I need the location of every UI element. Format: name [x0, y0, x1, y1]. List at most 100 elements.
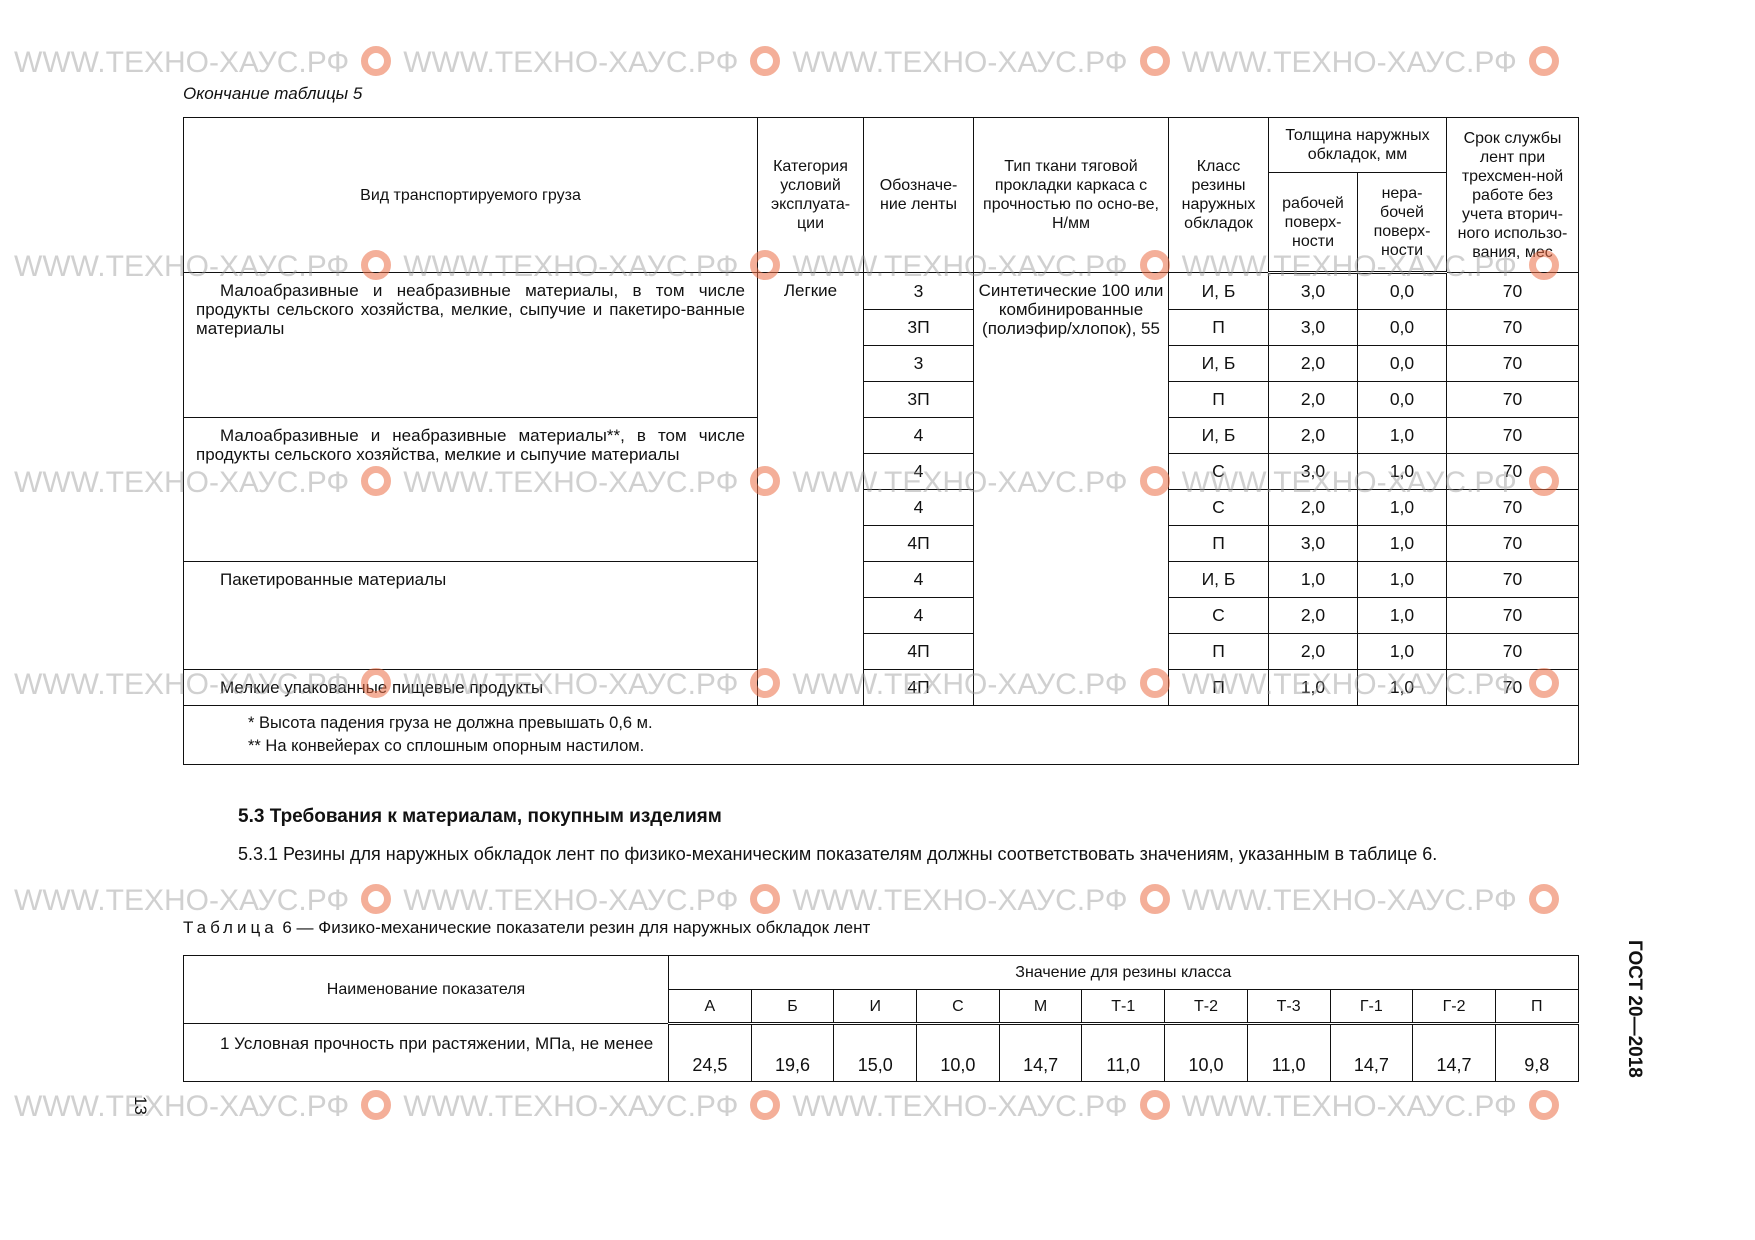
table-row: Малоабразивные и неабразивные материалы,… — [183, 272, 1579, 706]
table-row: 1 Условная прочность при растяжении, МПа… — [183, 1023, 1579, 1082]
life-cell: 70 — [1446, 381, 1579, 418]
footnotes: * Высота падения груза не должна превыша… — [183, 705, 1579, 765]
gear-logo-icon — [1139, 884, 1170, 914]
header-values: Значение для резины класса — [668, 955, 1579, 990]
working-thickness-cell: 2,0 — [1268, 489, 1358, 526]
working-thickness-cell: 1,0 — [1268, 561, 1358, 598]
designation-cell: 4 — [863, 561, 974, 598]
working-thickness-cell: 1,0 — [1268, 669, 1358, 706]
watermark-text: WWW.ТЕХНО-ХАУС.РФ — [1181, 1090, 1517, 1123]
table-row: Мелкие упакованные пищевые продукты 4П П 1,… — [183, 669, 1579, 706]
class-header: С — [916, 989, 1000, 1025]
category-cell: Легкие — [757, 272, 864, 706]
life-cell: 70 — [1446, 633, 1579, 670]
working-thickness-cell: 3,0 — [1268, 272, 1358, 310]
header-category: Категория условий эксплуата-ции — [757, 117, 864, 273]
gear-logo-icon — [1528, 884, 1559, 914]
working-thickness-cell: 2,0 — [1268, 381, 1358, 418]
rubber-class-cell: П — [1168, 633, 1269, 670]
table-continuation-caption: Окончание таблицы 5 — [183, 84, 363, 103]
rubber-class-cell: И, Б — [1168, 561, 1269, 598]
watermark-text: WWW.ТЕХНО-ХАУС.РФ — [403, 46, 739, 79]
nonworking-thickness-cell: 0,0 — [1357, 381, 1447, 418]
class-header: Т-3 — [1246, 989, 1331, 1025]
rubber-class-cell: И, Б — [1168, 345, 1269, 382]
indicator-name: 1 Условная прочность при растяжении, МПа… — [183, 1023, 669, 1082]
designation-cell: 3 — [863, 345, 974, 382]
gear-logo-icon — [750, 46, 781, 76]
class-header: А — [668, 989, 752, 1025]
designation-cell: 3 — [863, 272, 974, 310]
gear-logo-icon — [1528, 1090, 1559, 1120]
watermark-text: WWW.ТЕХНО-ХАУС.РФ — [403, 884, 739, 917]
nonworking-thickness-cell: 1,0 — [1357, 561, 1447, 598]
table-5: Вид транспортируемого груза Категория ус… — [183, 117, 1579, 765]
table-row: 4 С 3,0 1,0 70 — [184, 453, 1579, 490]
class-header: Б — [750, 989, 835, 1025]
watermark-text: WWW.ТЕХНО-ХАУС.РФ — [1181, 46, 1517, 79]
nonworking-thickness-cell: 0,0 — [1357, 345, 1447, 382]
table-6-caption: Таблица 6 — Физико-механические показате… — [183, 918, 870, 938]
class-header: М — [998, 989, 1083, 1025]
header-designation: Обозначе-ние ленты — [863, 117, 974, 273]
life-cell: 70 — [1446, 597, 1579, 634]
gear-logo-icon — [750, 884, 781, 914]
life-cell: 70 — [1446, 453, 1579, 490]
nonworking-thickness-cell: 1,0 — [1357, 633, 1447, 670]
value-cell: 19,6 — [750, 1023, 835, 1082]
table-row: 3П П 3,0 0,0 70 — [184, 309, 1579, 346]
class-header: Т-1 — [1081, 989, 1166, 1025]
nonworking-thickness-cell: 0,0 — [1357, 272, 1447, 310]
watermark-text: WWW.ТЕХНО-ХАУС.РФ — [792, 1090, 1128, 1123]
life-cell: 70 — [1446, 561, 1579, 598]
watermark-text: WWW.ТЕХНО-ХАУС.РФ — [14, 1090, 350, 1123]
designation-cell: 4 — [863, 453, 974, 490]
header-life: Срок службы лент при трехсмен-ной работе… — [1446, 117, 1579, 273]
value-cell: 10,0 — [1164, 1023, 1248, 1082]
value-cell: 9,8 — [1494, 1023, 1579, 1082]
working-thickness-cell: 3,0 — [1268, 453, 1358, 490]
rubber-class-cell: П — [1168, 309, 1269, 346]
cargo-cell: Пакетированные материалы — [183, 561, 758, 670]
gear-logo-icon — [1139, 46, 1170, 76]
rubber-class-cell: С — [1168, 489, 1269, 526]
working-thickness-cell: 2,0 — [1268, 345, 1358, 382]
gear-logo-icon — [1139, 1090, 1170, 1120]
life-cell: 70 — [1446, 669, 1579, 706]
value-cell: 11,0 — [1081, 1023, 1166, 1082]
nonworking-thickness-cell: 1,0 — [1357, 417, 1447, 454]
nonworking-thickness-cell: 1,0 — [1357, 597, 1447, 634]
working-thickness-cell: 3,0 — [1268, 309, 1358, 346]
watermark-text: WWW.ТЕХНО-ХАУС.РФ — [14, 46, 350, 79]
value-cell: 10,0 — [916, 1023, 1000, 1082]
nonworking-thickness-cell: 1,0 — [1357, 525, 1447, 562]
designation-cell: 4П — [863, 669, 974, 706]
life-cell: 70 — [1446, 309, 1579, 346]
designation-cell: 4 — [863, 489, 974, 526]
designation-cell: 4П — [863, 633, 974, 670]
class-header: П — [1494, 989, 1579, 1025]
table-row: 3 И, Б 2,0 0,0 70 — [184, 345, 1579, 382]
section-heading: 5.3 Требования к материалам, покупным из… — [238, 806, 722, 827]
header-rubber-class: Класс резины наружных обкладок — [1168, 117, 1269, 273]
value-cell: 15,0 — [833, 1023, 918, 1082]
nonworking-thickness-cell: 1,0 — [1357, 489, 1447, 526]
value-cell: 14,7 — [998, 1023, 1083, 1082]
watermark-row: WWW.ТЕХНО-ХАУС.РФ WWW.ТЕХНО-ХАУС.РФ WWW.ТЕ… — [14, 884, 1734, 918]
watermark-text: WWW.ТЕХНО-ХАУС.РФ — [14, 884, 350, 917]
footnote: ** На конвейерах со сплошным опорным нас… — [248, 737, 645, 755]
header-thickness: Толщина наружных обкладок, мм — [1268, 117, 1447, 173]
watermark-text: WWW.ТЕХНО-ХАУС.РФ — [1181, 884, 1517, 917]
value-cell: 11,0 — [1246, 1023, 1331, 1082]
designation-cell: 3П — [863, 381, 974, 418]
rubber-class-cell: П — [1168, 381, 1269, 418]
gear-logo-icon — [1528, 46, 1559, 76]
watermark-text: WWW.ТЕХНО-ХАУС.РФ — [792, 46, 1128, 79]
rubber-class-cell: С — [1168, 453, 1269, 490]
designation-cell: 3П — [863, 309, 974, 346]
header-cargo: Вид транспортируемого груза — [183, 117, 758, 273]
class-header: Г-1 — [1329, 989, 1414, 1025]
rubber-class-cell: П — [1168, 525, 1269, 562]
cargo-cell: Малоабразивные и неабразивные материалы,… — [183, 272, 758, 418]
table-row: Малоабразивные и неабразивные материалы*… — [183, 417, 1579, 562]
